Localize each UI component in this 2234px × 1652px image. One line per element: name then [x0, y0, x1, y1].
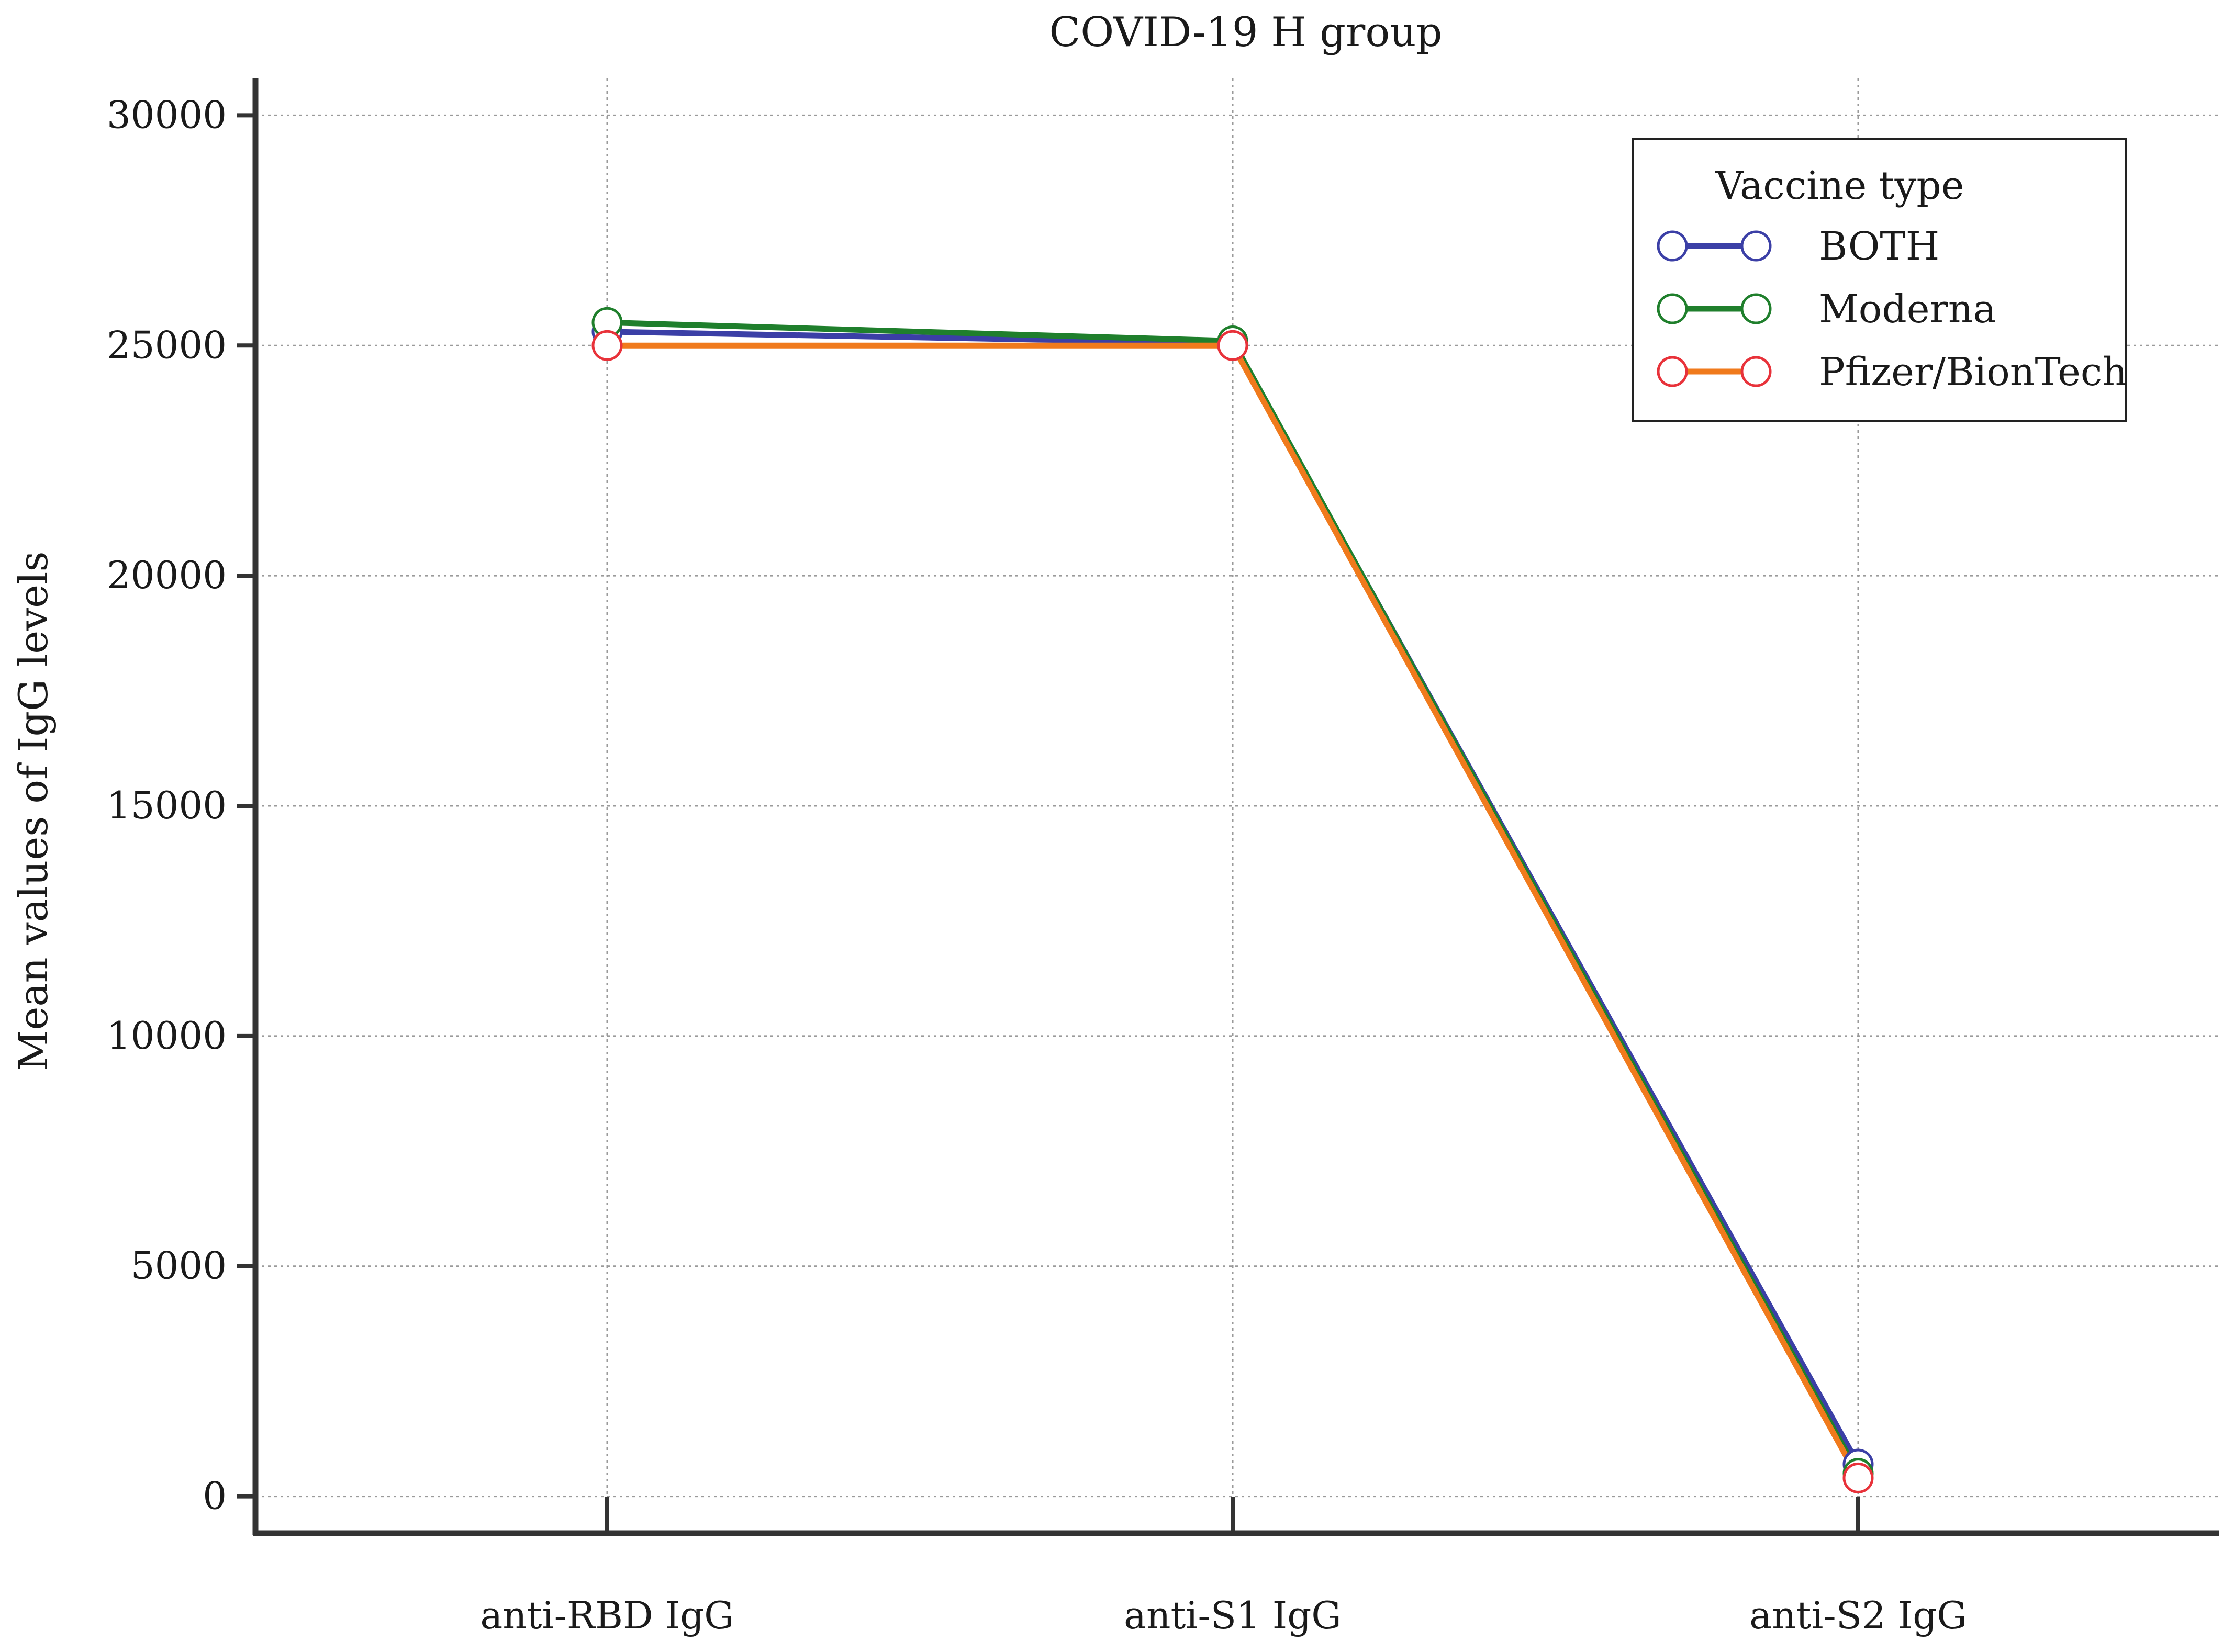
- legend-swatch-marker: [1740, 230, 1772, 262]
- legend-label: Moderna: [1819, 287, 1996, 332]
- y-tick-label: 25000: [107, 323, 227, 367]
- legend-swatch-marker: [1740, 356, 1772, 387]
- y-axis-label: Mean values of IgG levels: [10, 552, 57, 1071]
- legend-label: BOTH: [1819, 224, 1939, 269]
- data-point-pfizer-biontech: [1842, 1462, 1874, 1493]
- series-layer: [591, 307, 1874, 1493]
- y-tick-label: 20000: [107, 553, 227, 597]
- x-tick-label: anti-S2 IgG: [1749, 1593, 1967, 1637]
- legend-swatch-marker: [1657, 293, 1688, 324]
- grid-layer: [255, 78, 2219, 1533]
- y-tick-label: 10000: [107, 1014, 227, 1058]
- y-tick-label: 0: [203, 1474, 227, 1518]
- y-tick-label: 5000: [131, 1244, 227, 1288]
- legend-swatch-marker: [1740, 293, 1772, 324]
- y-tick-label: 15000: [107, 783, 227, 827]
- series-line-pfizer-biontech: [607, 342, 1861, 1480]
- legend-swatch-marker: [1657, 356, 1688, 387]
- x-tick-label: anti-S1 IgG: [1124, 1593, 1342, 1637]
- data-point-pfizer-biontech: [591, 330, 623, 361]
- data-point-pfizer-biontech: [1217, 330, 1248, 361]
- chart-title: COVID-19 H group: [1049, 9, 1443, 56]
- legend-label: Pfizer/BionTech: [1819, 350, 2127, 395]
- y-tick-label: 30000: [107, 93, 227, 137]
- x-tick-label: anti-RBD IgG: [480, 1593, 734, 1637]
- legend-entries: BOTH Moderna Pfizer/BionTech: [1657, 224, 2127, 395]
- legend-swatch-marker: [1657, 230, 1688, 262]
- legend: Vaccine type BOTH Moderna Pfizer/BionTech: [1632, 138, 2127, 422]
- axis-layer: 0 5000 10000 15000 20000 25000 30000 anti-RBD I…: [107, 78, 2219, 1637]
- legend-title: Vaccine type: [1715, 163, 1964, 208]
